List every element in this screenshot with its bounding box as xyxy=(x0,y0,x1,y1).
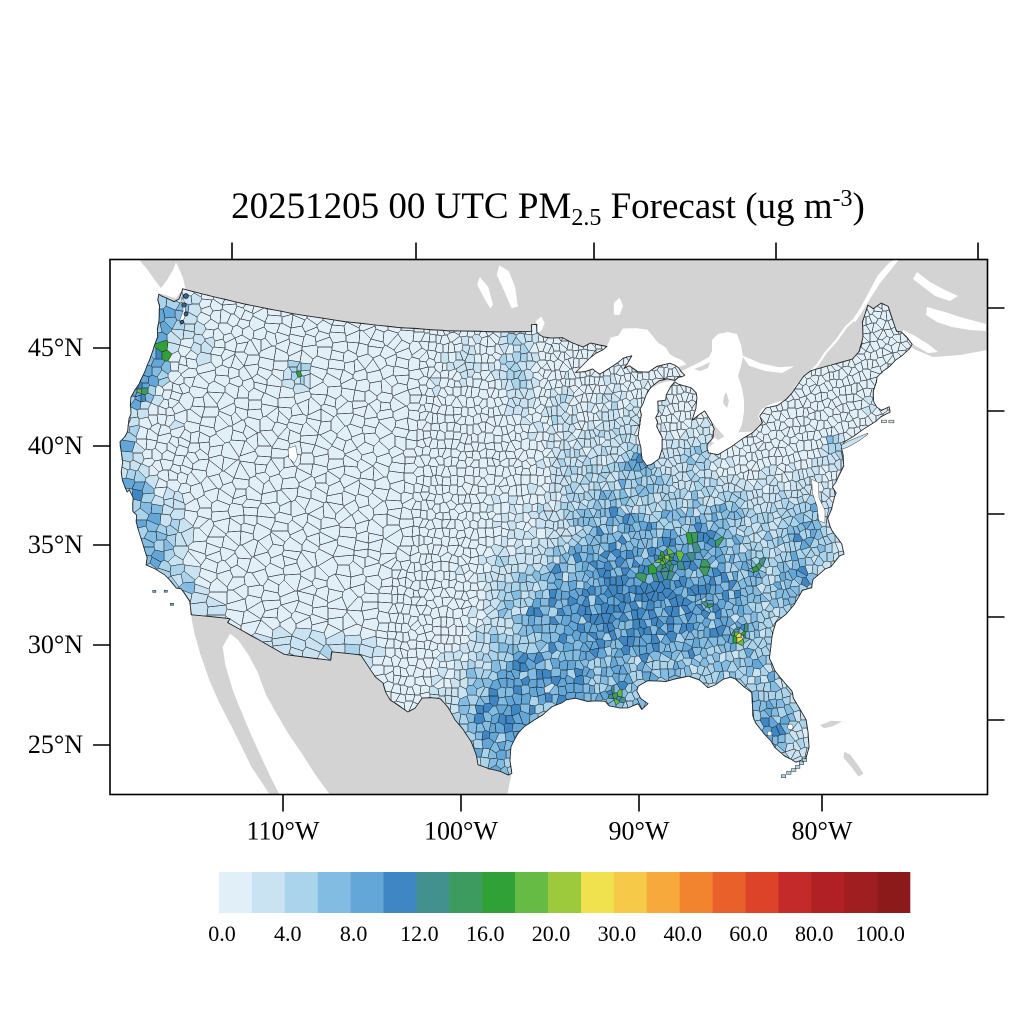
svg-text:60.0: 60.0 xyxy=(729,921,768,946)
svg-text:90°W: 90°W xyxy=(609,817,670,846)
svg-text:80.0: 80.0 xyxy=(795,921,834,946)
svg-text:25°N: 25°N xyxy=(28,730,83,759)
svg-text:40.0: 40.0 xyxy=(663,921,702,946)
svg-text:100.0: 100.0 xyxy=(855,921,905,946)
svg-text:30.0: 30.0 xyxy=(598,921,637,946)
svg-text:0.0: 0.0 xyxy=(208,921,236,946)
svg-text:100°W: 100°W xyxy=(424,817,498,846)
svg-text:4.0: 4.0 xyxy=(274,921,302,946)
svg-text:12.0: 12.0 xyxy=(400,921,439,946)
svg-text:16.0: 16.0 xyxy=(466,921,505,946)
svg-text:110°W: 110°W xyxy=(247,817,320,846)
svg-text:40°N: 40°N xyxy=(28,431,83,460)
svg-text:35°N: 35°N xyxy=(28,530,83,559)
svg-text:45°N: 45°N xyxy=(28,333,83,362)
svg-text:30°N: 30°N xyxy=(28,630,83,659)
svg-text:8.0: 8.0 xyxy=(340,921,368,946)
svg-text:80°W: 80°W xyxy=(792,817,853,846)
svg-text:20251205 00 UTC PM2.5 Forecast: 20251205 00 UTC PM2.5 Forecast (ug m-3) xyxy=(231,186,865,231)
svg-text:20.0: 20.0 xyxy=(532,921,571,946)
